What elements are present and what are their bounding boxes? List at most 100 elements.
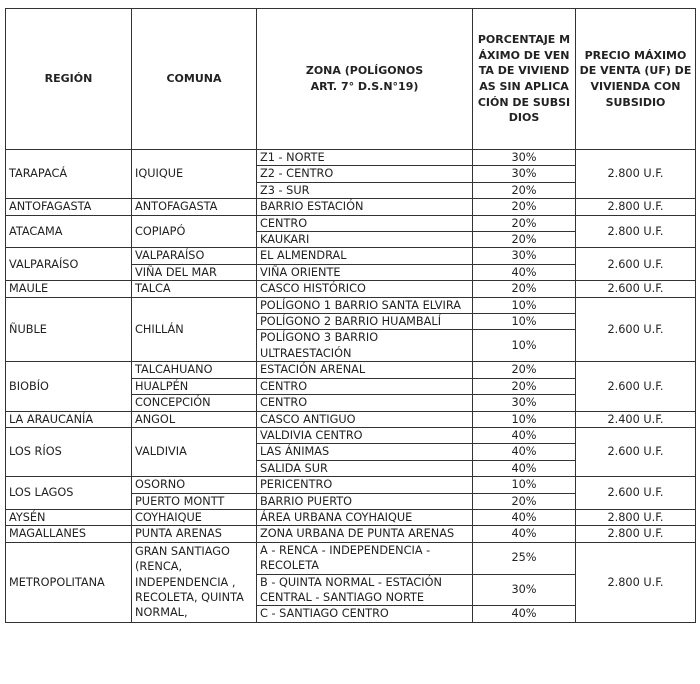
porcentaje-cell: 40% (472, 426, 576, 445)
zona-cell: BARRIO PUERTO (256, 492, 473, 510)
porcentaje-cell: 20% (472, 377, 576, 396)
zona-cell: ÁREA URBANA COYHAIQUE (256, 508, 473, 527)
comuna-cell: COYHAIQUE (131, 508, 257, 527)
zona-cell: EL ALMENDRAL (256, 247, 473, 265)
zona-cell: ESTACIÓN ARENAL (256, 361, 473, 379)
zona-cell: B - QUINTA NORMAL - ESTACIÓN CENTRAL - S… (256, 573, 473, 607)
porcentaje-cell: 20% (472, 231, 576, 249)
table-row: MAGALLANES PUNTA ARENAS ZONA URBANA DE PUN… (5, 525, 696, 543)
comuna-cell: GRAN SANTIAGO (RENCA, INDEPENDENCIA , RE… (131, 541, 257, 623)
comuna-cell: VALPARAÍSO (131, 247, 257, 265)
porcentaje-cell: 40% (472, 605, 576, 623)
porcentaje-cell: 40% (472, 459, 576, 478)
region-cell: TARAPACÁ (5, 148, 132, 200)
table-row: HUALPÉN CENTRO 20% (6, 377, 696, 396)
table-row: LAS ÁNIMAS 40% (6, 443, 696, 461)
table-body: TARAPACÁ IQUIQUE Z1 - NORTE 30% 2.800 U.F. Z2… (5, 148, 696, 623)
precio-cell: 2.600 U.F. (575, 280, 696, 298)
header-comuna: COMUNA (131, 8, 257, 150)
table-row: ÑUBLE CHILLÁN POLÍGONO 1 BARRIO SANTA ELVI… (5, 296, 696, 363)
zona-cell: CENTRO (256, 394, 473, 412)
precio-cell: 2.800 U.F. (575, 214, 696, 249)
zona-cell: VALDIVIA CENTRO (256, 426, 473, 445)
comuna-cell: PUERTO MONTT (131, 492, 257, 510)
region-cell: BIOBÍO (5, 361, 132, 412)
region-cell: MAULE (5, 280, 132, 298)
zona-cell: SALIDA SUR (256, 459, 473, 478)
zona-cell: POLÍGONO 2 BARRIO HUAMBALÍ (256, 313, 473, 331)
table-row: POLÍGONO 2 BARRIO HUAMBALÍ 10% (6, 313, 696, 331)
table-row: Z2 - CENTRO 30% (6, 165, 696, 183)
zona-cell: CENTRO (256, 377, 473, 396)
porcentaje-cell: 20% (472, 181, 576, 200)
comuna-cell: PUNTA ARENAS (131, 525, 257, 543)
zona-cell: VIÑA ORIENTE (256, 263, 473, 282)
comuna-cell: HUALPÉN (131, 377, 257, 396)
comuna-cell: TALCA (131, 280, 257, 298)
table-row: AYSÉN COYHAIQUE ÁREA URBANA COYHAIQUE 40% 2.… (5, 508, 696, 527)
table-row: POLÍGONO 3 BARRIO ULTRAESTACIÓN 10% (6, 329, 696, 363)
precio-cell: 2.800 U.F. (575, 541, 696, 623)
zona-cell: Z1 - NORTE (256, 148, 473, 167)
porcentaje-cell: 30% (472, 247, 576, 265)
porcentaje-cell: 30% (472, 394, 576, 412)
zona-cell: ZONA URBANA DE PUNTA ARENAS (256, 525, 473, 543)
zona-cell: CENTRO (256, 214, 473, 233)
precio-cell: 2.600 U.F. (575, 247, 696, 282)
comuna-cell: COPIAPÓ (131, 214, 257, 249)
region-cell: LOS RÍOS (5, 426, 132, 478)
porcentaje-cell: 25% (472, 541, 576, 575)
table-row: METROPOLITANA GRAN SANTIAGO (RENCA, INDEP… (5, 541, 696, 623)
table-row: TARAPACÁ IQUIQUE Z1 - NORTE 30% 2.800 U.F. (5, 148, 696, 200)
precio-cell: 2.400 U.F. (575, 410, 696, 428)
comuna-cell: ANTOFAGASTA (131, 198, 257, 216)
table-row: B - QUINTA NORMAL - ESTACIÓN CENTRAL - S… (6, 573, 696, 607)
zona-cell: Z3 - SUR (256, 181, 473, 200)
table-row: MAULE TALCA CASCO HISTÓRICO 20% 2.600 U.F. (5, 280, 696, 298)
comuna-cell: CONCEPCIÓN (131, 394, 257, 412)
precio-cell: 2.600 U.F. (575, 361, 696, 412)
porcentaje-cell: 20% (472, 198, 576, 216)
precio-cell: 2.800 U.F. (575, 148, 696, 200)
porcentaje-cell: 40% (472, 508, 576, 527)
region-cell: LA ARAUCANÍA (5, 410, 132, 428)
precio-cell: 2.800 U.F. (575, 525, 696, 543)
region-cell: AYSÉN (5, 508, 132, 527)
zona-cell: CASCO ANTIGUO (256, 410, 473, 428)
porcentaje-cell: 10% (472, 476, 576, 494)
table-row: VALPARAÍSO VALPARAÍSO EL ALMENDRAL 30% 2.600… (5, 247, 696, 282)
precio-cell: 2.600 U.F. (575, 476, 696, 510)
zona-cell: CASCO HISTÓRICO (256, 280, 473, 298)
region-cell: VALPARAÍSO (5, 247, 132, 282)
zona-cell: A - RENCA - INDEPENDENCIA - RECOLETA (256, 541, 473, 575)
comuna-cell: VIÑA DEL MAR (131, 263, 257, 282)
precio-cell: 2.800 U.F. (575, 508, 696, 527)
housing-price-table: REGIÓN COMUNA ZONA (POLÍGONOS ART. 7° D.… (5, 8, 696, 623)
porcentaje-cell: 10% (472, 313, 576, 331)
header-porcentaje: PORCENTAJE MÁXIMO DE VENTA DE VIVIENDAS … (472, 8, 576, 150)
zona-cell: POLÍGONO 1 BARRIO SANTA ELVIRA (256, 296, 473, 315)
zona-cell: C - SANTIAGO CENTRO (256, 605, 473, 623)
table-row: LOS RÍOS VALDIVIA VALDIVIA CENTRO 40% 2.600 … (5, 426, 696, 478)
table-row: BIOBÍO TALCAHUANO ESTACIÓN ARENAL 20% 2.600 … (5, 361, 696, 412)
porcentaje-cell: 20% (472, 280, 576, 298)
table-row: LOS LAGOS OSORNO PERICENTRO 10% 2.600 U.F. (5, 476, 696, 510)
table-row: C - SANTIAGO CENTRO 40% (6, 605, 696, 623)
porcentaje-cell: 30% (472, 573, 576, 607)
precio-cell: 2.800 U.F. (575, 198, 696, 216)
table-row: KAUKARI 20% (6, 231, 696, 249)
table-row: CONCEPCIÓN CENTRO 30% (6, 394, 696, 412)
region-cell: METROPOLITANA (5, 541, 132, 623)
precio-cell: 2.600 U.F. (575, 296, 696, 363)
porcentaje-cell: 20% (472, 361, 576, 379)
porcentaje-cell: 40% (472, 263, 576, 282)
zona-cell: KAUKARI (256, 231, 473, 249)
porcentaje-cell: 20% (472, 492, 576, 510)
region-cell: ANTOFAGASTA (5, 198, 132, 216)
porcentaje-cell: 30% (472, 165, 576, 183)
table-row: PUERTO MONTT BARRIO PUERTO 20% (6, 492, 696, 510)
comuna-cell: OSORNO (131, 476, 257, 494)
comuna-cell: TALCAHUANO (131, 361, 257, 379)
porcentaje-cell: 40% (472, 443, 576, 461)
porcentaje-cell: 30% (472, 148, 576, 167)
